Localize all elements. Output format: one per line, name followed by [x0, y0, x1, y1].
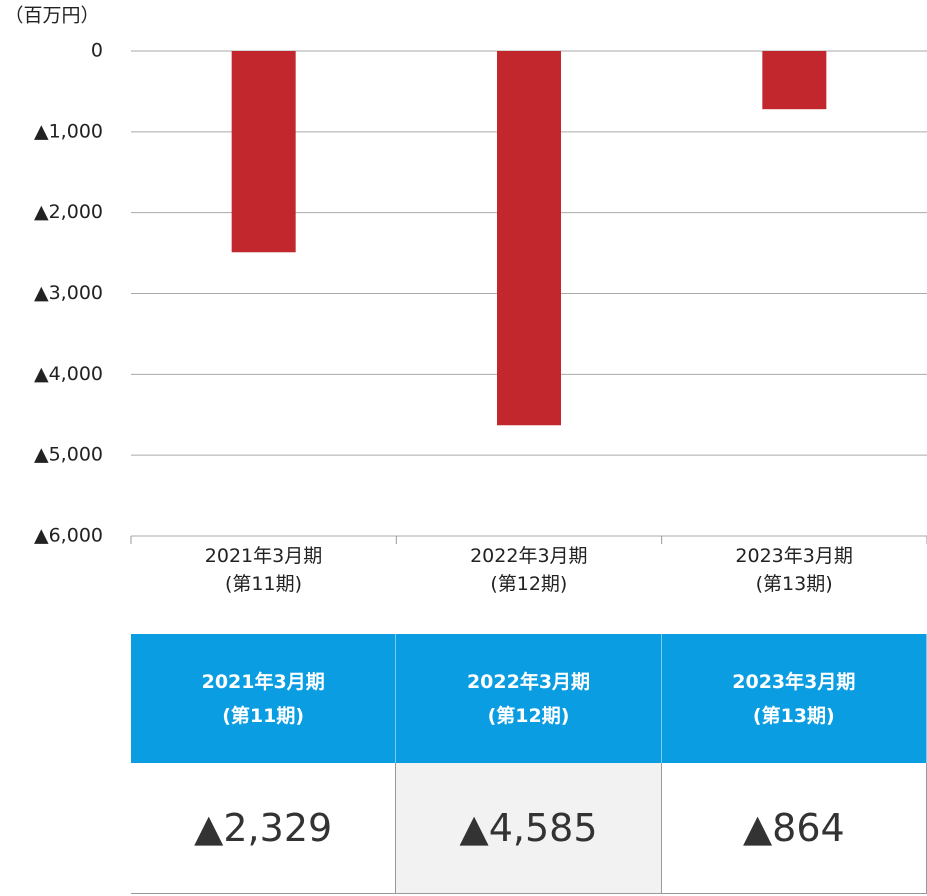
- table-header-cell: 2021年3月期 (第11期): [131, 634, 397, 763]
- bar: [497, 51, 561, 426]
- y-tick-label: ▲3,000: [34, 282, 103, 304]
- table-cell: ▲4,585: [396, 763, 662, 894]
- y-tick-label: ▲4,000: [34, 363, 103, 385]
- table-header-cell: 2022年3月期 (第12期): [396, 634, 662, 763]
- y-axis-label: （百万円）: [4, 5, 99, 27]
- table-cell: ▲864: [661, 763, 927, 894]
- y-tick-label: ▲2,000: [34, 201, 103, 223]
- table-header-cell: 2023年3月期 (第13期): [661, 634, 927, 763]
- x-tick-label: 2021年3月期 (第11期): [204, 545, 323, 595]
- bar: [762, 51, 827, 110]
- chart: （百万円） 0 ▲1,000 ▲2,000 ▲3,000 ▲4,000 ▲5,000 ▲6,…: [4, 5, 927, 547]
- y-tick-label: 0: [91, 40, 103, 62]
- y-tick-label: ▲1,000: [34, 120, 103, 142]
- table-cell: ▲2,329: [131, 763, 397, 894]
- y-tick-label: ▲5,000: [34, 444, 103, 466]
- y-tick-label: ▲6,000: [34, 525, 103, 547]
- x-tick-label: 2022年3月期 (第12期): [470, 545, 588, 595]
- x-tick-label: 2023年3月期 (第13期): [735, 545, 853, 595]
- bar: [231, 51, 296, 253]
